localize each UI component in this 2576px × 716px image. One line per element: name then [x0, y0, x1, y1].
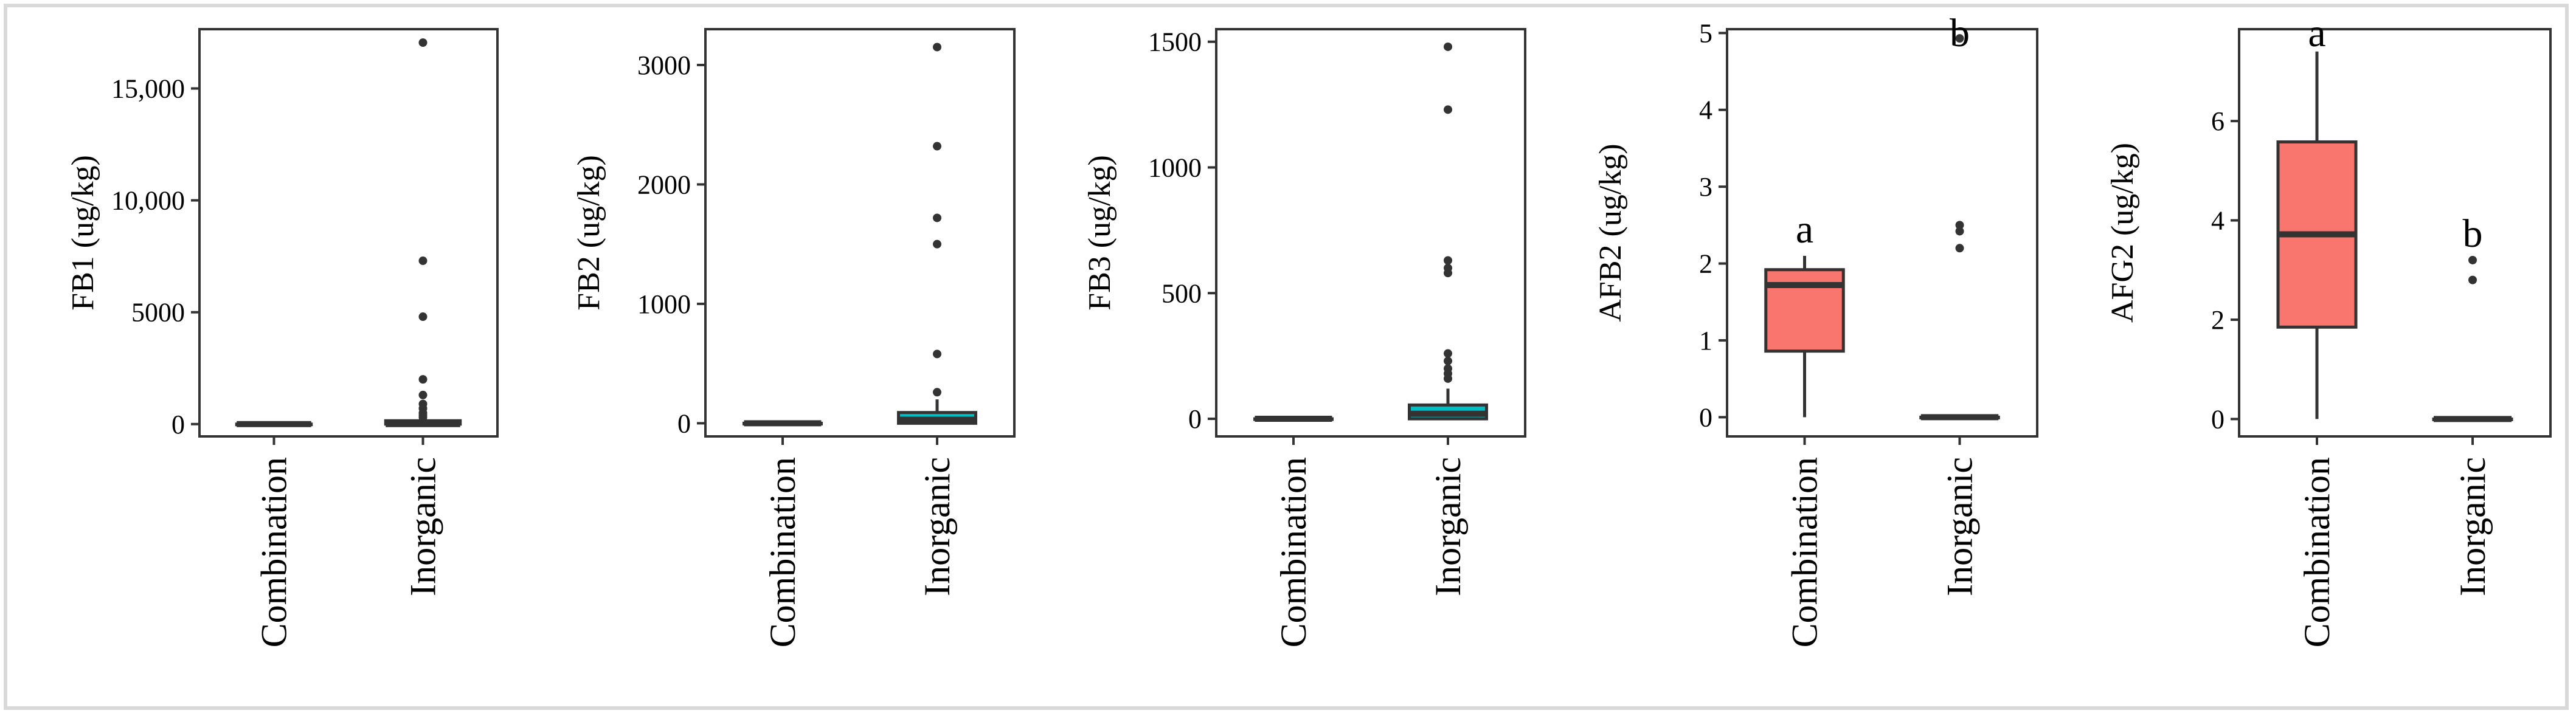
panel-2: 0 1000 2000 3000 FB2 (ug/kg) Combination Inorg… — [572, 28, 1016, 647]
y-tick-label: 500 — [1162, 278, 1202, 308]
panel-border — [704, 28, 1016, 438]
outlier-point — [1444, 349, 1452, 358]
outlier-point — [418, 390, 428, 399]
y-tick-label: 3000 — [637, 50, 691, 80]
y-tick-label: 0 — [171, 410, 185, 439]
x-tick-label: Combination — [763, 457, 803, 647]
box-combination: a — [2276, 11, 2358, 419]
panel-border — [1215, 28, 1526, 438]
significance-letter: a — [1796, 207, 1813, 252]
panel-border — [198, 28, 499, 438]
outlier-point — [1444, 42, 1452, 51]
y-tick-label: 4 — [2211, 206, 2225, 236]
y-tick-label: 0 — [677, 408, 691, 438]
box-inorganic: b — [1919, 11, 2000, 421]
outlier-point — [933, 239, 941, 249]
y-tick-label: 1000 — [1148, 153, 1202, 182]
x-tick-label: Combination — [1273, 457, 1314, 647]
x-tick-label: Inorganic — [2453, 457, 2493, 596]
y-axis-label: FB2 (ug/kg) — [572, 155, 606, 311]
y-tick-label: 0 — [1188, 404, 1202, 434]
figure-frame — [4, 4, 2569, 710]
y-tick-label: 0 — [1699, 402, 1712, 432]
outlier-point — [1444, 374, 1452, 383]
y-tick-label: 10,000 — [111, 186, 185, 216]
y-tick-label: 3 — [1699, 172, 1712, 202]
panel-3: 0 500 1000 1500 FB3 (ug/kg) Combination Inorga… — [1082, 27, 1526, 647]
outlier-point — [1444, 269, 1452, 278]
outlier-point — [933, 388, 941, 397]
x-tick-label: Inorganic — [917, 457, 957, 596]
x-tick-label: Inorganic — [403, 457, 443, 596]
outlier-point — [2468, 255, 2477, 264]
y-tick-label: 5000 — [131, 298, 185, 328]
outlier-point — [1955, 221, 1964, 230]
y-tick-label: 6 — [2211, 106, 2225, 136]
x-tick-label: Combination — [1785, 457, 1825, 647]
outlier-point — [1444, 256, 1452, 265]
outlier-point — [1444, 105, 1452, 114]
y-tick-label: 5 — [1699, 18, 1712, 48]
y-tick-label: 1000 — [637, 289, 691, 319]
x-tick-label: Inorganic — [1428, 457, 1468, 596]
x-tick-label: Combination — [254, 457, 294, 647]
box-combination — [235, 421, 313, 427]
y-axis-label: AFB2 (ug/kg) — [1593, 143, 1628, 322]
y-tick-label: 2 — [1699, 249, 1712, 279]
significance-letter: b — [1950, 11, 1970, 55]
y-tick-label: 4 — [1699, 95, 1712, 125]
box-inorganic — [1408, 42, 1488, 421]
significance-letter: b — [2463, 212, 2483, 256]
box-inorganic — [897, 43, 977, 425]
panel-5: 0 2 4 6 AFG2 (ug/kg) Combination Inorganic a b — [2105, 11, 2552, 647]
box-inorganic: b — [2432, 212, 2513, 422]
outlier-point — [1955, 227, 1964, 236]
outlier-point — [418, 256, 428, 266]
y-tick-label: 0 — [2211, 404, 2225, 434]
y-tick-label: 1500 — [1148, 27, 1202, 57]
outlier-point — [418, 38, 428, 47]
y-tick-label: 15,000 — [111, 74, 185, 104]
outlier-point — [933, 213, 941, 222]
x-tick-label: Combination — [2297, 457, 2337, 647]
significance-letter: a — [2308, 11, 2325, 55]
y-tick-label: 1 — [1699, 326, 1712, 356]
y-axis-label: AFG2 (ug/kg) — [2105, 143, 2140, 323]
panel-border — [2238, 28, 2552, 438]
outlier-point — [2468, 275, 2477, 284]
outlier-point — [418, 413, 428, 422]
outlier-point — [1444, 356, 1452, 365]
panel-1: 0 5000 10,000 15,000 FB1 (ug/kg) Combination I… — [66, 28, 499, 647]
box-combination: a — [1764, 207, 1845, 418]
y-axis-label: FB1 (ug/kg) — [66, 155, 100, 311]
y-tick-label: 2000 — [637, 170, 691, 199]
outlier-point — [1955, 34, 1964, 43]
box-combination — [743, 420, 823, 427]
box-inorganic — [384, 38, 462, 427]
y-axis-label: FB3 (ug/kg) — [1082, 155, 1117, 311]
outlier-point — [933, 43, 941, 52]
iqr-box — [1764, 268, 1845, 353]
outlier-point — [933, 349, 941, 359]
panel-4: 0 1 2 3 4 5 AFB2 (ug/kg) Combination Inorganic a b — [1593, 11, 2038, 647]
panel-border — [1726, 28, 2038, 438]
outlier-point — [418, 375, 428, 384]
outlier-point — [418, 312, 428, 322]
outlier-point — [933, 142, 941, 151]
outlier-point — [1955, 244, 1964, 253]
x-tick-label: Inorganic — [1940, 457, 1980, 596]
y-tick-label: 2 — [2211, 305, 2225, 335]
